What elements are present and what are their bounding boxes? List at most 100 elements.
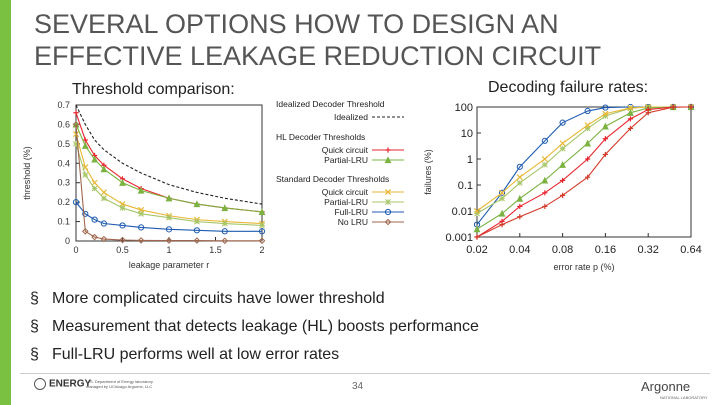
legend-entry: Idealized <box>334 112 368 122</box>
x-tick-label: 2 <box>259 245 264 255</box>
series-line <box>75 133 263 225</box>
argonne-logo-subtext: NATIONAL LABORATORY <box>660 395 708 400</box>
data-point <box>627 125 634 132</box>
data-point <box>541 137 548 144</box>
data-point <box>584 139 592 147</box>
y-tick-label: 0.01 <box>452 206 473 218</box>
x-tick-label: 0.02 <box>466 244 487 256</box>
data-point <box>688 104 694 110</box>
data-point <box>221 228 228 235</box>
data-point <box>91 216 98 223</box>
series-line <box>476 106 692 238</box>
series-line <box>476 106 691 214</box>
data-point <box>193 237 201 244</box>
plot-frame <box>476 106 692 238</box>
data-point <box>119 236 126 244</box>
data-point <box>73 110 79 116</box>
data-point <box>473 207 481 215</box>
data-point <box>627 109 634 116</box>
series-line <box>75 104 263 205</box>
data-point <box>165 194 173 202</box>
x-tick-label: 0 <box>73 245 78 255</box>
bullet-text: Full-LRU performs well at low error rate… <box>52 346 340 363</box>
data-point <box>474 210 480 217</box>
series-line <box>75 143 263 227</box>
data-point <box>100 235 108 243</box>
data-point <box>166 214 172 221</box>
data-point <box>584 125 591 132</box>
data-point <box>602 104 609 111</box>
data-point <box>499 189 506 196</box>
bullet-marker: § <box>30 318 39 335</box>
data-point <box>100 165 108 173</box>
data-point <box>474 234 480 240</box>
data-point <box>100 195 107 202</box>
x-tick-label: 1 <box>166 245 171 255</box>
data-point <box>585 156 591 162</box>
slide-title-line-2: EFFECTIVE LEAKAGE REDUCTION CIRCUIT <box>34 41 602 71</box>
data-point <box>193 200 201 208</box>
legend-entry: Quick circuit <box>322 145 369 155</box>
data-point <box>670 104 676 110</box>
data-point <box>91 185 98 192</box>
page-number: 34 <box>352 381 364 392</box>
data-point <box>516 163 523 170</box>
data-point <box>73 140 79 147</box>
energy-logo: ENERGY <box>34 378 91 390</box>
x-tick-label: 0.32 <box>637 244 658 256</box>
data-point <box>560 192 566 198</box>
x-tick-label: 0.16 <box>595 244 616 256</box>
data-point <box>221 204 229 212</box>
slide-title: SEVERAL OPTIONS HOW TO DESIGN AN EFFECTI… <box>34 8 674 72</box>
bullet-text: More complicated circuits have lower thr… <box>52 290 385 307</box>
data-point <box>258 228 266 235</box>
data-point <box>516 179 523 186</box>
data-point <box>193 218 200 225</box>
data-point <box>541 161 548 168</box>
data-point <box>82 210 89 217</box>
legend-heading: Idealized Decoder Threshold <box>276 99 385 109</box>
data-point <box>165 237 173 244</box>
data-point <box>498 189 506 196</box>
x-tick-label: 0.08 <box>552 244 573 256</box>
bullet-marker: § <box>30 346 39 363</box>
data-point <box>601 122 609 130</box>
y-tick-label: 0.3 <box>57 178 70 188</box>
x-tick-label: 0.64 <box>680 244 701 256</box>
legend-entry: Partial-LRU <box>324 197 368 207</box>
threshold-chart: 0 0.1 0.2 0.3 0.4 0.5 0.6 0.7 0 0.5 1 1.5 2 leakage p… <box>22 99 404 270</box>
data-point <box>81 142 89 149</box>
data-point <box>221 237 229 245</box>
data-point <box>560 177 566 184</box>
y-tick-label: 0 <box>65 236 70 246</box>
series-line <box>476 106 691 212</box>
data-point <box>91 179 98 186</box>
failure-rate-chart: 0.001 0.01 0.1 1 10 100 0.02 0.04 0.08 0.16 0.32 0.… <box>423 102 702 272</box>
data-point <box>517 214 523 220</box>
data-point <box>541 155 548 163</box>
data-point <box>585 174 591 180</box>
data-point <box>119 205 126 211</box>
legend-marker <box>385 147 391 153</box>
data-point <box>584 122 591 129</box>
x-tick-label: 1.5 <box>209 245 222 255</box>
data-point <box>259 222 265 229</box>
legend-heading: Standard Decoder Thresholds <box>276 174 389 184</box>
data-point <box>82 137 88 143</box>
data-point <box>602 110 609 117</box>
data-point <box>258 237 266 245</box>
data-point <box>138 210 145 217</box>
x-axis-label: error rate p (%) <box>553 262 614 272</box>
y-tick-label: 0.001 <box>445 232 473 244</box>
data-point <box>559 140 566 147</box>
data-point <box>516 194 524 202</box>
legend-entry: Full-LRU <box>334 207 368 217</box>
x-axis-label: leakage parameter r <box>129 260 210 270</box>
y-tick-label: 0.6 <box>57 119 70 129</box>
energy-logo-text: ENERGY <box>49 378 92 390</box>
bullet-item: § More complicated circuits have lower th… <box>30 288 479 316</box>
series-line <box>75 201 262 232</box>
data-point <box>100 189 107 196</box>
data-point <box>137 237 145 244</box>
legend-entry: Partial-LRU <box>324 155 368 165</box>
